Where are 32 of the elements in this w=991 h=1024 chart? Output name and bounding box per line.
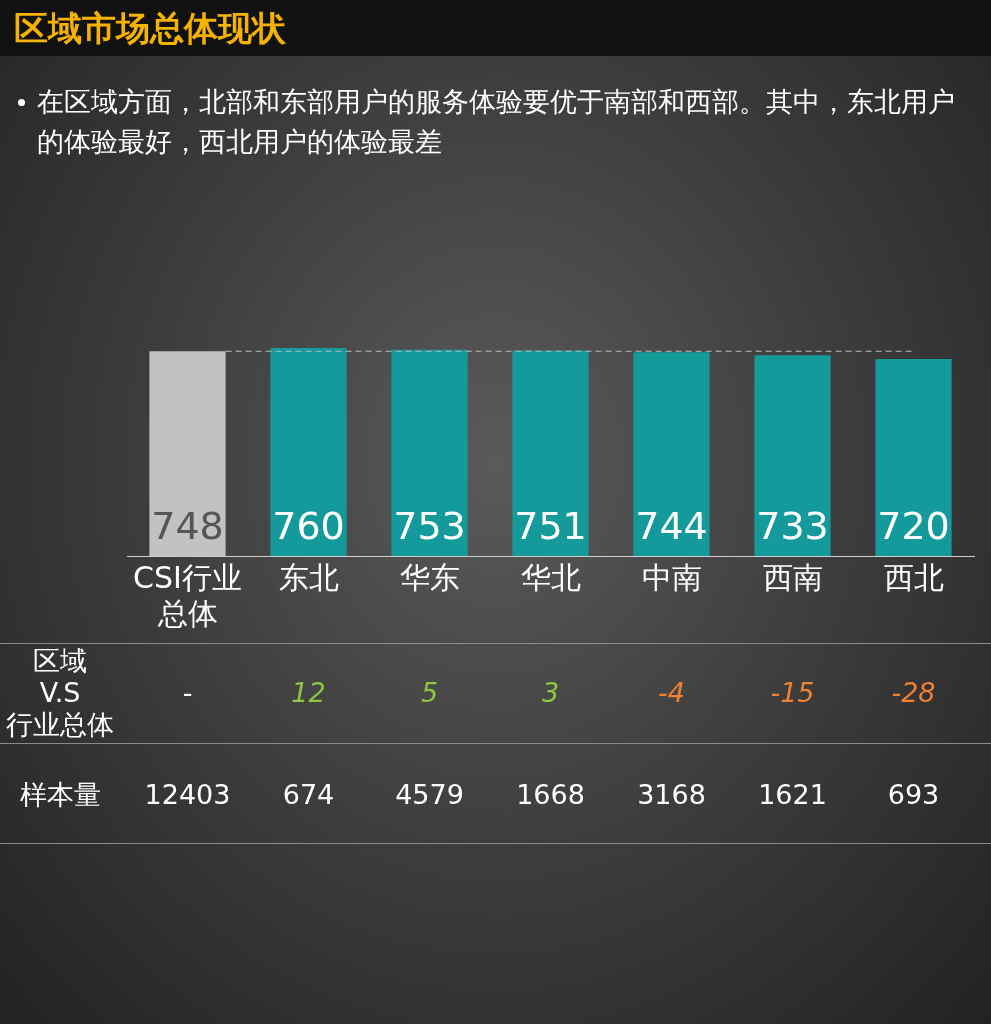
- x-tick-label: 西北: [883, 559, 944, 595]
- text: -4: [658, 677, 685, 709]
- x-tick-label: 华东: [399, 559, 460, 595]
- text: -28: [891, 677, 936, 709]
- x-tick-label: 东北: [278, 559, 339, 595]
- data-label: 748: [151, 503, 224, 548]
- chart-title: 区域市场总体现状: [14, 7, 286, 50]
- x-tick-label: 华北: [520, 559, 581, 595]
- x-tick-label: 西南: [762, 559, 823, 595]
- x-tick-label: 中南: [641, 559, 702, 595]
- chart-subtitle: 在区域方面，北部和东部用户的服务体验要优于南部和西部。其中，东北用户的体验最好，西北用户的体验最差: [37, 85, 956, 159]
- text: 1621: [758, 779, 827, 811]
- text: 1668: [516, 779, 585, 811]
- data-label: 720: [877, 503, 950, 548]
- text: 3: [541, 677, 560, 709]
- text: 693: [887, 779, 940, 811]
- text: -: [182, 677, 193, 709]
- text: 12403: [144, 779, 231, 811]
- text: -15: [770, 677, 815, 709]
- text: 5: [420, 677, 439, 709]
- data-label: 751: [514, 503, 587, 548]
- text: 4579: [395, 779, 464, 811]
- text: 12: [291, 677, 326, 709]
- text: 674: [282, 779, 335, 811]
- text: 样本量: [18, 779, 102, 811]
- data-label: 760: [272, 503, 345, 548]
- data-label: 744: [635, 503, 708, 548]
- text: 区域 V.S 行业总体: [5, 645, 115, 741]
- text: 3168: [637, 779, 706, 811]
- data-label: 733: [756, 503, 829, 548]
- x-tick-label: CSI行业总体: [133, 559, 242, 631]
- data-label: 753: [393, 503, 466, 548]
